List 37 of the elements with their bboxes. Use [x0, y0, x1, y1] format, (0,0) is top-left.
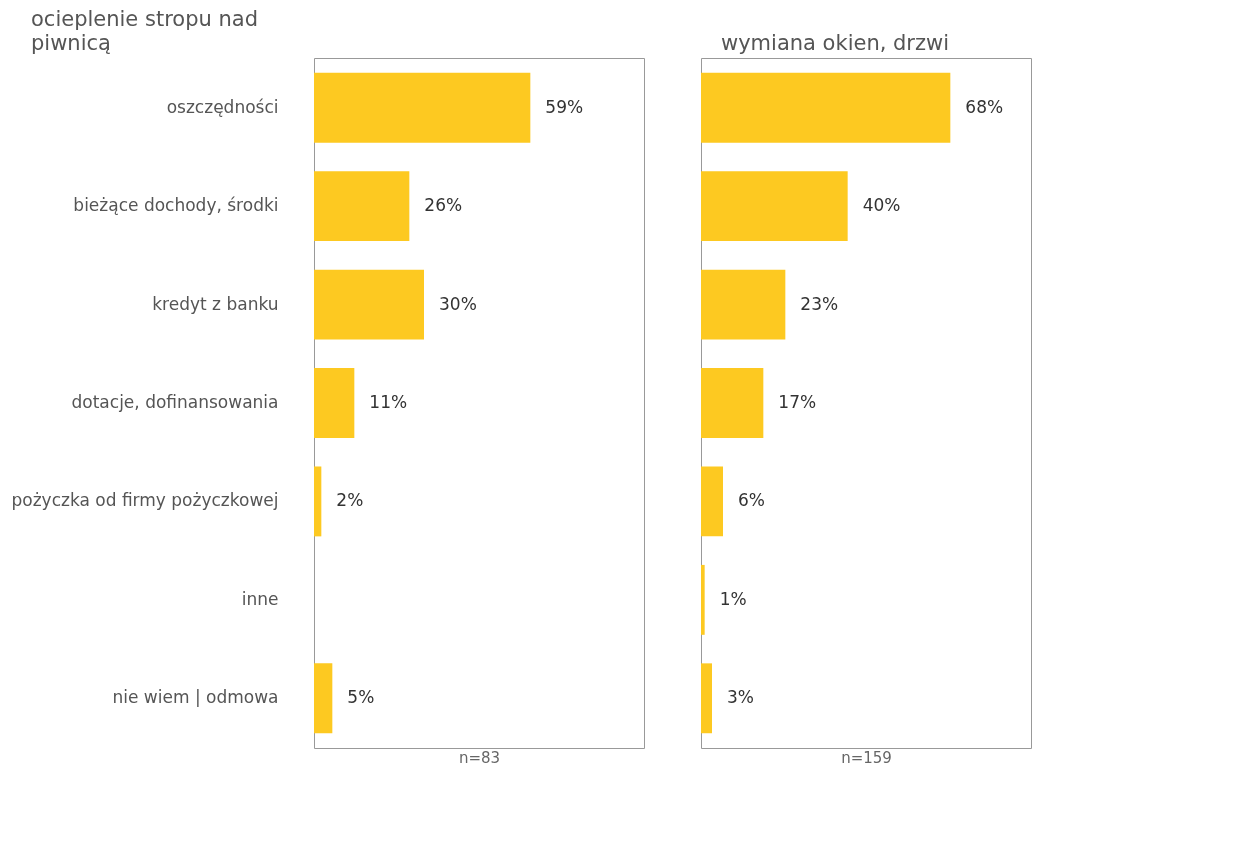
- bar: [701, 368, 764, 438]
- bar: [314, 368, 355, 438]
- text: ocieplenie stropu nad piwnicą: [31, 7, 258, 55]
- bar: [314, 269, 424, 340]
- y-tick-label: nie wiem | odmowa: [112, 687, 279, 708]
- y-tick-label: pożyczka od firmy pożyczkowej: [11, 490, 279, 511]
- y-tick-label: dotacje, dofinansowania: [71, 392, 279, 412]
- bar: [701, 466, 723, 537]
- data-label: 5%: [347, 687, 375, 708]
- data-label: 3%: [727, 687, 754, 708]
- bar: [701, 72, 951, 143]
- bar: [314, 466, 322, 537]
- y-tick-label: bieżące dochody, środki: [73, 195, 279, 216]
- bar: [314, 171, 410, 242]
- y-tick-label: kredyt z banku: [152, 293, 279, 314]
- bar: [701, 663, 712, 734]
- bar: [701, 564, 705, 635]
- chart-title: wymiana okien, drzwi: [721, 31, 950, 55]
- data-label: 40%: [862, 195, 901, 216]
- y-tick-label: oszczędności: [166, 96, 279, 117]
- data-label: 26%: [424, 195, 463, 216]
- data-label: 30%: [439, 293, 477, 314]
- data-label: 1%: [719, 588, 747, 609]
- bar: [314, 663, 333, 734]
- data-label: 23%: [800, 293, 839, 314]
- y-tick-label: inne: [241, 588, 279, 609]
- data-label: 59%: [545, 96, 584, 117]
- bar: [701, 171, 848, 242]
- annotation: n=159: [841, 748, 892, 767]
- data-label: 6%: [738, 490, 765, 511]
- data-label: 11%: [369, 392, 408, 412]
- bar: [701, 269, 786, 340]
- data-label: 2%: [336, 490, 364, 511]
- bar: [314, 72, 531, 143]
- data-label: 17%: [778, 392, 817, 412]
- annotation: n=83: [458, 748, 501, 767]
- data-label: 68%: [965, 96, 1004, 117]
